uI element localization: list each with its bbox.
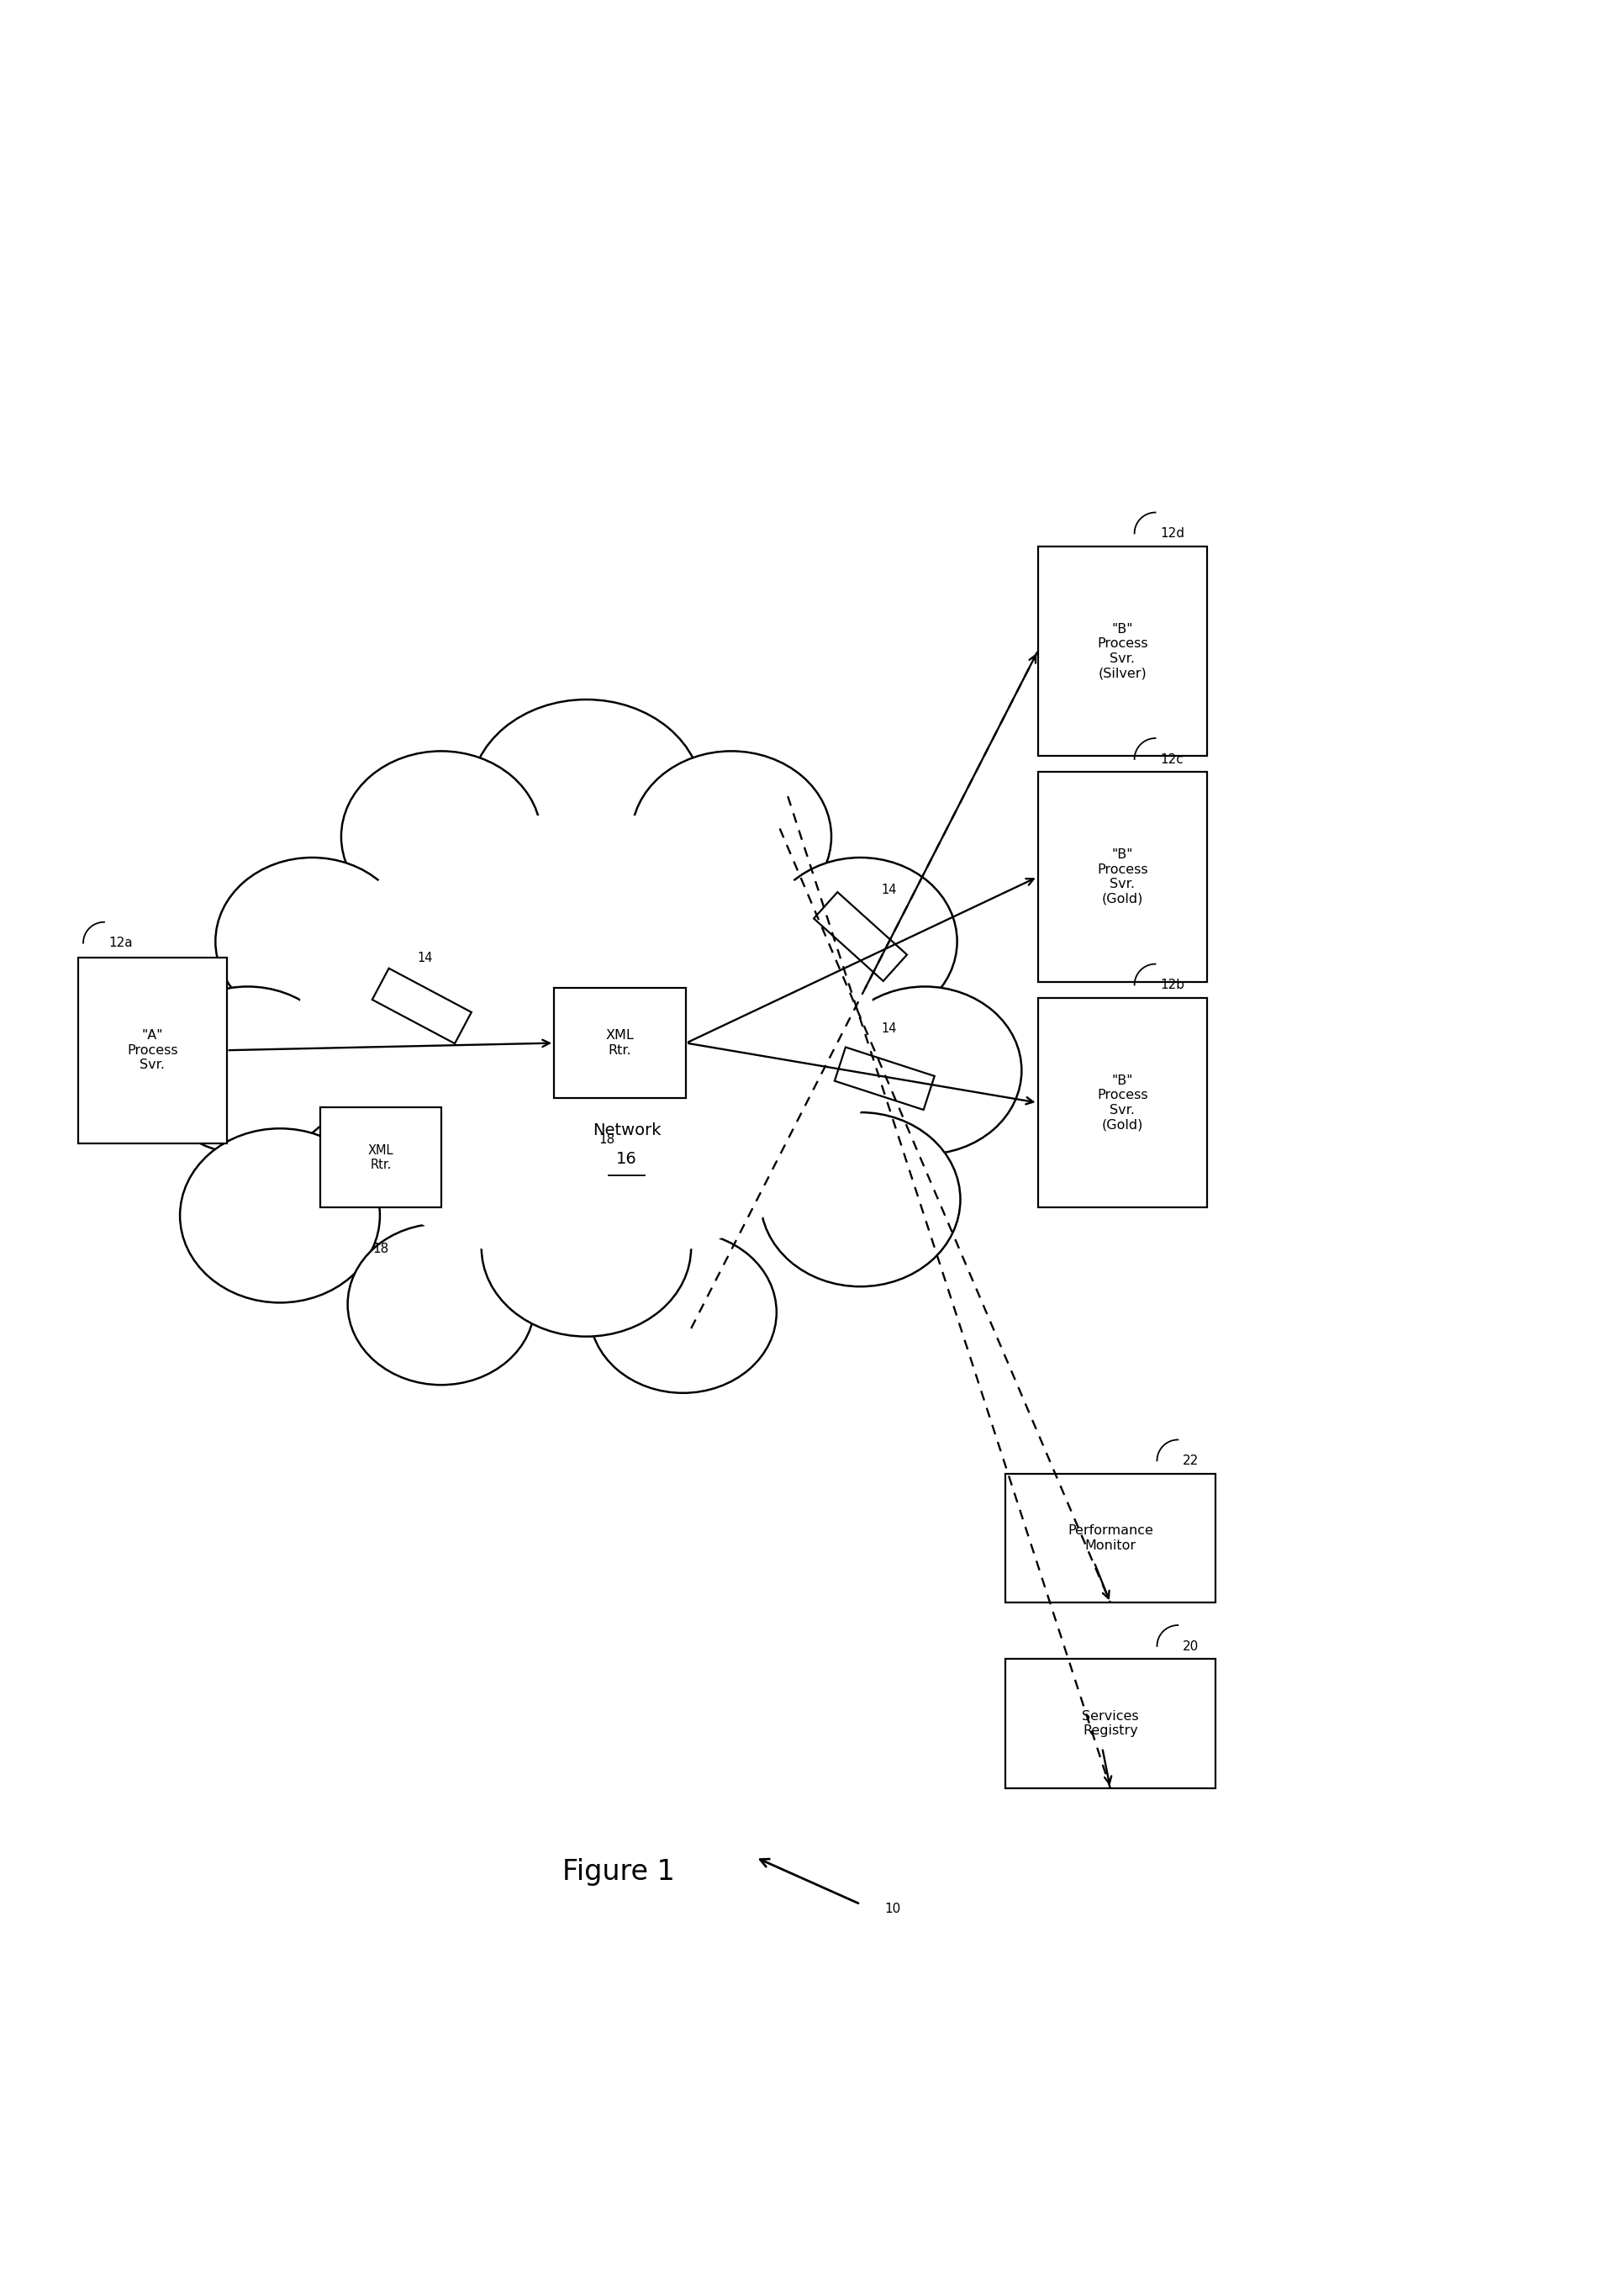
Ellipse shape <box>760 1113 960 1287</box>
Text: 10: 10 <box>885 1902 901 1916</box>
Ellipse shape <box>296 812 877 1264</box>
Text: 20: 20 <box>1182 1639 1199 1653</box>
FancyBboxPatch shape <box>320 1106 442 1207</box>
Text: "B"
Process
Svr.
(Silver): "B" Process Svr. (Silver) <box>1096 622 1148 679</box>
Ellipse shape <box>763 857 957 1026</box>
Ellipse shape <box>348 1223 534 1385</box>
Text: "B"
Process
Svr.
(Gold): "B" Process Svr. (Gold) <box>1096 848 1148 905</box>
Ellipse shape <box>341 752 541 921</box>
Ellipse shape <box>590 1232 776 1392</box>
Text: 12d: 12d <box>1160 528 1184 539</box>
Text: 12a: 12a <box>109 937 133 949</box>
Text: XML
Rtr.: XML Rtr. <box>369 1143 393 1170</box>
Ellipse shape <box>828 988 1021 1154</box>
Polygon shape <box>835 1047 934 1109</box>
Ellipse shape <box>481 1159 692 1337</box>
Ellipse shape <box>180 1129 380 1303</box>
Text: Services
Registry: Services Registry <box>1082 1710 1138 1737</box>
Text: 22: 22 <box>1182 1454 1199 1468</box>
Ellipse shape <box>151 988 344 1154</box>
FancyBboxPatch shape <box>1005 1474 1215 1602</box>
Text: "A"
Process
Svr.: "A" Process Svr. <box>127 1029 179 1072</box>
Text: 14: 14 <box>417 951 434 965</box>
Text: 16: 16 <box>615 1152 637 1168</box>
FancyBboxPatch shape <box>1038 546 1207 757</box>
FancyBboxPatch shape <box>1038 999 1207 1207</box>
Text: 14: 14 <box>882 1022 896 1036</box>
FancyBboxPatch shape <box>1038 773 1207 981</box>
Text: Performance
Monitor: Performance Monitor <box>1067 1525 1153 1552</box>
Text: 12c: 12c <box>1160 752 1184 766</box>
Text: 14: 14 <box>882 885 896 896</box>
Text: 12b: 12b <box>1160 978 1184 992</box>
FancyBboxPatch shape <box>1005 1660 1215 1788</box>
Ellipse shape <box>471 700 702 894</box>
FancyBboxPatch shape <box>78 958 227 1143</box>
Text: Network: Network <box>593 1122 661 1138</box>
Ellipse shape <box>632 752 831 921</box>
Ellipse shape <box>216 857 409 1026</box>
Polygon shape <box>814 892 906 981</box>
Polygon shape <box>372 969 471 1042</box>
Text: XML
Rtr.: XML Rtr. <box>606 1029 635 1056</box>
Text: Figure 1: Figure 1 <box>562 1859 676 1886</box>
Text: "B"
Process
Svr.
(Gold): "B" Process Svr. (Gold) <box>1096 1074 1148 1132</box>
Text: 18: 18 <box>372 1244 388 1255</box>
Text: 18: 18 <box>599 1134 615 1145</box>
FancyBboxPatch shape <box>554 988 687 1097</box>
